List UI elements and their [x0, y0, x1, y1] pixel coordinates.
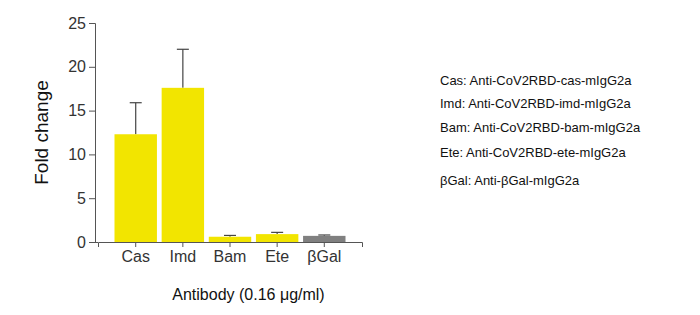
- y-axis-title: Fold change: [31, 80, 52, 185]
- tick-mark: [89, 23, 95, 24]
- tick: Imd: [170, 242, 197, 265]
- error-cap: [177, 49, 189, 50]
- tick-mark: [89, 198, 95, 199]
- error-stem: [135, 103, 136, 135]
- tick-label: 20: [68, 58, 86, 75]
- annotation: Ete: Anti-CoV2RBD-ete-mIgG2a: [440, 145, 626, 160]
- tick-mark: [89, 242, 95, 243]
- annotation: Bam: Anti-CoV2RBD-bam-mIgG2a: [440, 120, 641, 135]
- tick: 10: [68, 146, 95, 163]
- error-cap: [271, 232, 283, 233]
- bar: [115, 134, 157, 242]
- annotation: βGal: Anti-βGal-mIgG2a: [440, 173, 580, 188]
- error-bar: [130, 103, 142, 135]
- axis-line: [89, 24, 96, 243]
- tick-mark: [182, 242, 183, 247]
- tick: 5: [77, 190, 95, 207]
- axis-line: [99, 243, 363, 248]
- tick-mark: [89, 154, 95, 155]
- annotation: Imd: Anti-CoV2RBD-imd-mIgG2a: [440, 96, 631, 111]
- bar: [209, 237, 251, 242]
- tick-mark: [89, 67, 95, 68]
- bar: [256, 234, 298, 242]
- plot-area: [115, 49, 346, 242]
- tick-mark: [135, 242, 136, 247]
- x-axis: Cas Imd Bam Ete βGal: [95, 242, 363, 265]
- tick-label: 15: [68, 102, 86, 119]
- chart: 0 5 10 15 20 25 Cas Imd Bam Ete βGal Fold change Ant…: [0, 0, 700, 315]
- axis-line: [95, 242, 98, 243]
- tick-label: βGal: [307, 248, 341, 265]
- tick-label: Imd: [170, 248, 197, 265]
- y-axis: 0 5 10 15 20 25: [68, 15, 95, 251]
- tick-label: 25: [68, 15, 86, 32]
- tick: βGal: [307, 242, 341, 265]
- tick-label: Bam: [214, 248, 247, 265]
- tick: 15: [68, 102, 95, 119]
- bar: [162, 88, 204, 242]
- tick: 20: [68, 58, 95, 75]
- bars: [115, 88, 346, 242]
- annotations: Cas: Anti-CoV2RBD-cas-mIgG2a Imd: Anti-Co…: [440, 73, 641, 188]
- tick-label: 5: [77, 190, 86, 207]
- tick-mark: [324, 242, 325, 247]
- tick-label: 10: [68, 146, 86, 163]
- error-cap: [318, 234, 330, 235]
- x-axis-title: Antibody (0.16 μg/ml): [172, 286, 324, 303]
- error-cap: [224, 235, 236, 236]
- error-bar: [271, 232, 283, 234]
- tick: 0: [77, 234, 95, 251]
- tick: 25: [68, 15, 95, 32]
- error-bar: [224, 235, 236, 236]
- tick-label: Ete: [265, 248, 289, 265]
- error-cap: [130, 102, 142, 103]
- tick-mark: [230, 242, 231, 247]
- tick: Bam: [214, 242, 247, 265]
- tick-label: Cas: [121, 248, 149, 265]
- annotation: Cas: Anti-CoV2RBD-cas-mIgG2a: [440, 73, 632, 88]
- tick-label: 0: [77, 234, 86, 251]
- error-bar: [177, 49, 189, 88]
- tick-mark: [89, 111, 95, 112]
- error-bars: [130, 49, 331, 236]
- error-stem: [182, 49, 183, 88]
- bar: [303, 236, 345, 242]
- tick: Cas: [121, 242, 149, 265]
- tick: Ete: [265, 242, 289, 265]
- tick-mark: [277, 242, 278, 247]
